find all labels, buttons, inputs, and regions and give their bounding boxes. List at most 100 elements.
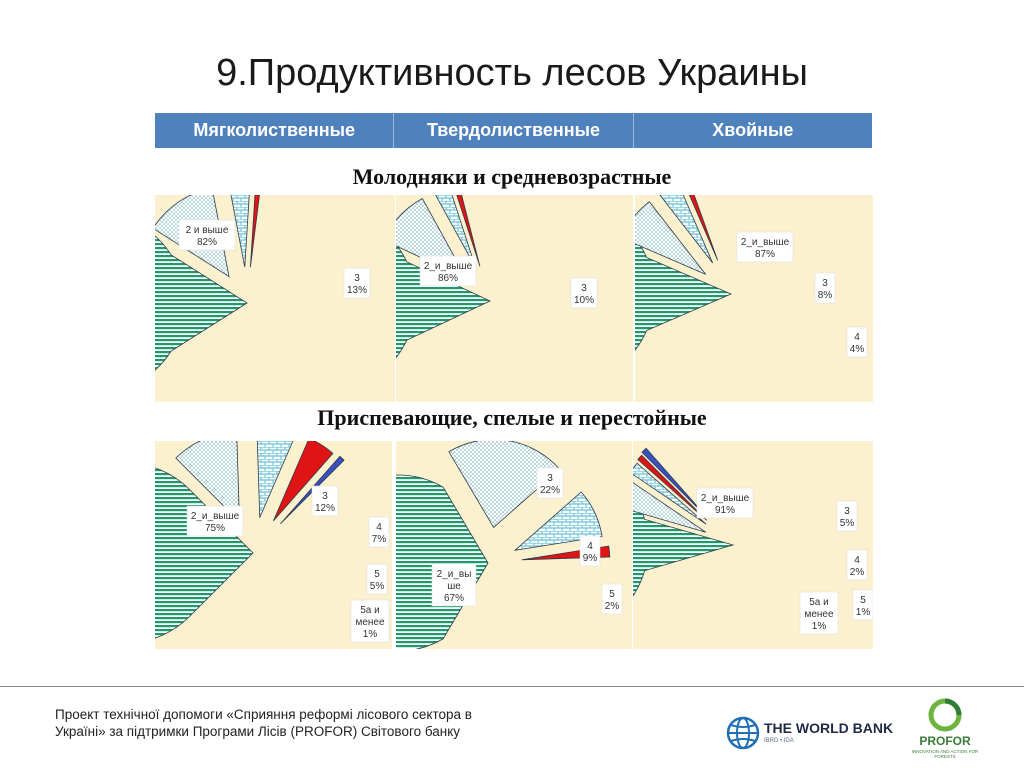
pie-label-text: 4 [854, 332, 860, 343]
pie-label-text: 2_и_выше [741, 237, 790, 248]
world-bank-sub: IBRD • IDA [764, 738, 794, 744]
pie-data-label: 44% [846, 326, 868, 358]
pie-slice [230, 195, 250, 268]
pie-label-text: 3 [822, 278, 828, 289]
pie-slice [448, 441, 561, 529]
footer-divider [0, 686, 1024, 687]
pie-label-text: 4 [376, 522, 382, 533]
pie-data-label: 55% [366, 563, 388, 595]
pie-data-label: 35% [836, 500, 858, 532]
pie-slice [155, 235, 248, 371]
pie-data-label: 49% [579, 535, 601, 567]
pie-label-text: 5% [840, 518, 855, 529]
pie-label-text: 8% [818, 290, 833, 301]
pie-label-text: 12% [315, 503, 335, 514]
pie-label-text: 5 [374, 569, 380, 580]
pie-label-text: 5а и [809, 597, 829, 608]
profor-name: PROFOR [919, 734, 971, 748]
pie-label-text: 2_и_вы [437, 569, 472, 580]
pie-slice [175, 441, 240, 523]
profor-leaf-icon [928, 698, 962, 732]
pie-label-text: 3 [354, 273, 360, 284]
pie-label-text: 22% [540, 485, 560, 496]
pie-label-text: 7% [372, 534, 387, 545]
pie-slice [633, 462, 707, 525]
pie-label-text: 2_и_выше [424, 261, 473, 272]
pie-slice [456, 195, 481, 267]
pie-data-label: 51% [852, 589, 873, 621]
pie-label-text: 2_и_выше [701, 493, 750, 504]
pie-label-text: 9% [583, 553, 598, 564]
slide-title: 9.Продуктивность лесов Украины [216, 52, 808, 94]
pie-slice [249, 195, 260, 268]
pie-slice [272, 441, 334, 522]
pie-slice [396, 474, 489, 649]
pie-slice [256, 441, 294, 518]
pie-label-text: 5% [370, 581, 385, 592]
pie-label-text: 3 [547, 473, 553, 484]
world-bank-logo: THE WORLD BANK IBRD • IDA [726, 714, 906, 754]
pie-slice [635, 201, 707, 275]
row-title-mature: Приспевающие, спелые и перестойные [317, 405, 707, 430]
pie-label-text: 3 [322, 491, 328, 502]
pie-slice [641, 447, 708, 518]
pie-slice [155, 467, 254, 639]
pie-slice [396, 243, 491, 359]
pie-data-label: 42% [846, 549, 868, 581]
pie-label-text: 4% [850, 344, 865, 355]
header-softwood-deciduous: Мягколиственные [155, 113, 395, 148]
globe-icon [726, 716, 760, 750]
pie-label-text: менее [804, 609, 834, 620]
pie-slice [659, 195, 714, 264]
pie-data-label: 313% [343, 267, 371, 299]
pie-data-label: 38% [814, 272, 836, 304]
pie-label-text: 10% [574, 295, 594, 306]
pie-label-text: 5 [860, 595, 866, 606]
profor-logo: PROFOR INNOVATION AND ACTION FOR FORESTS [905, 696, 985, 762]
row-title-young: Молодняки и средневозрастные [352, 164, 672, 189]
pie-slice [637, 454, 708, 521]
pie-label-text: 2 и выше [186, 225, 229, 236]
pie-label-text: 1% [812, 621, 827, 632]
pie-label-text: 5а и [360, 605, 380, 616]
pie-label-text: 3 [844, 506, 850, 517]
pie-slice [688, 195, 719, 261]
pie-label-text: 86% [438, 273, 458, 284]
pie-label-text: менее [355, 617, 385, 628]
footer-project-text: Проект технічної допомоги «Сприяння рефо… [55, 707, 472, 739]
pie-slice [633, 493, 735, 597]
pie-label-text: ше [447, 581, 461, 592]
pie-label-text: 3 [581, 283, 587, 294]
world-bank-name: THE WORLD BANK [764, 720, 894, 736]
pie-label-text: 87% [755, 249, 775, 260]
pie-label-text: 4 [587, 541, 593, 552]
pie-data-label: 310% [570, 277, 598, 309]
pie-label-text: 75% [205, 523, 225, 534]
profor-tagline: INNOVATION AND ACTION FOR FORESTS [911, 749, 979, 759]
pie-label-text: 13% [347, 285, 367, 296]
pie-label-text: 1% [856, 607, 871, 618]
header-hardwood-deciduous: Твердолиственные [394, 113, 634, 148]
pie-label-text: 5 [609, 589, 615, 600]
pie-slice [435, 195, 477, 269]
pie-label-text: 2% [605, 601, 620, 612]
pie-label-text: 2% [850, 567, 865, 578]
pie-label-text: 2_и_выше [191, 511, 240, 522]
pie-data-label: 52% [601, 583, 623, 615]
header-coniferous: Хвойные [633, 113, 872, 148]
pie-label-text: 4 [854, 555, 860, 566]
pie-slice [513, 491, 603, 551]
